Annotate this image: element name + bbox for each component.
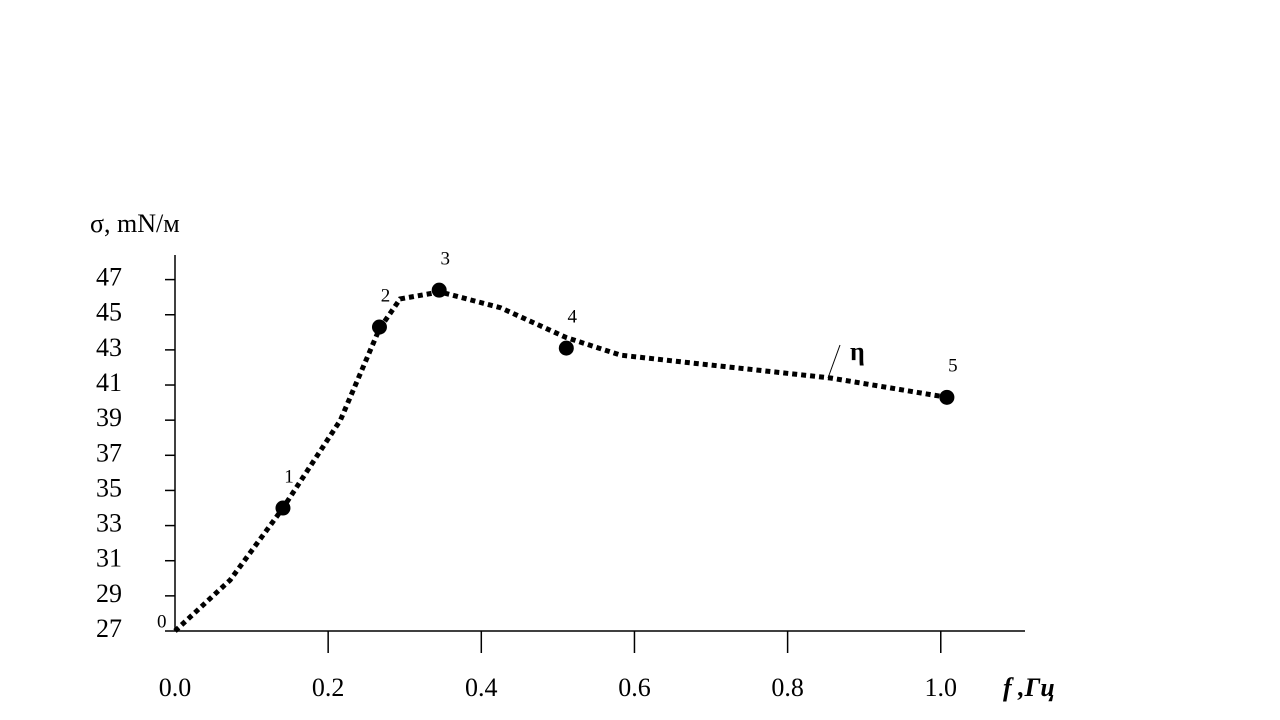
y-tick-label: 37 bbox=[96, 438, 122, 467]
x-tick-label: 0.6 bbox=[618, 673, 651, 702]
point-label: 1 bbox=[284, 466, 294, 487]
point-label: 5 bbox=[948, 356, 958, 377]
y-tick-label: 29 bbox=[96, 579, 122, 608]
x-tick-label: 0.4 bbox=[465, 673, 498, 702]
point-label: 4 bbox=[568, 306, 578, 327]
y-axis-label: σ, mN/м bbox=[90, 209, 180, 238]
x-tick-label: 0.8 bbox=[771, 673, 804, 702]
y-tick-label: 43 bbox=[96, 333, 122, 362]
y-tick-label: 45 bbox=[96, 298, 122, 327]
y-tick-label: 33 bbox=[96, 509, 122, 538]
point-label: 3 bbox=[440, 248, 450, 269]
data-point bbox=[275, 500, 291, 516]
data-point bbox=[558, 340, 574, 356]
data-point bbox=[431, 282, 447, 298]
x-tick-label: 0.2 bbox=[312, 673, 345, 702]
data-point bbox=[939, 389, 955, 405]
y-tick-label: 31 bbox=[96, 544, 122, 573]
y-tick-label: 35 bbox=[96, 473, 122, 502]
x-tick-label: 1.0 bbox=[925, 673, 958, 702]
data-point bbox=[371, 319, 387, 335]
origin-label: 0 bbox=[157, 611, 167, 632]
y-tick-label: 39 bbox=[96, 403, 122, 432]
x-axis-label: f ,Гц bbox=[1003, 673, 1055, 702]
annotation-leader bbox=[827, 344, 841, 379]
y-tick-label: 41 bbox=[96, 368, 122, 397]
point-label: 2 bbox=[381, 285, 391, 306]
x-tick-label: 0.0 bbox=[159, 673, 192, 702]
y-tick-label: 47 bbox=[96, 263, 122, 292]
y-tick-label: 27 bbox=[96, 614, 122, 643]
curve-annotation: η bbox=[850, 337, 865, 366]
fitted-curve bbox=[173, 289, 948, 633]
